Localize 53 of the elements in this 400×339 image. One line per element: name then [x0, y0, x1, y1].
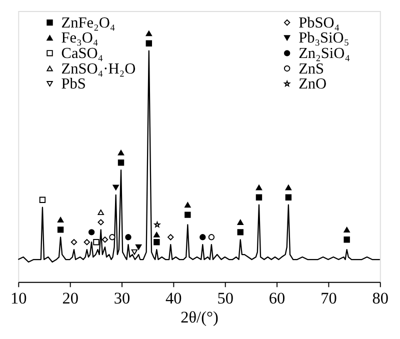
legend-label: ZnSO₄·H₂O	[61, 60, 136, 78]
x-tick-label: 80	[372, 289, 389, 308]
point	[112, 184, 119, 190]
x-tick-label: 20	[62, 289, 78, 308]
x-tick-label: 50	[217, 289, 234, 308]
legend-label: CaSO₄	[61, 44, 104, 62]
point	[344, 236, 350, 243]
legend-label: ZnS	[298, 60, 324, 78]
point	[146, 40, 152, 46]
legend-label: Zn₂SiO₄	[298, 44, 350, 62]
x-tick-label: 40	[166, 289, 182, 308]
legend-label: PbS	[61, 76, 86, 93]
point	[93, 239, 100, 246]
point	[154, 232, 160, 238]
point	[84, 239, 90, 246]
point	[208, 234, 215, 240]
point	[39, 196, 46, 203]
point	[118, 160, 124, 166]
point	[57, 226, 64, 233]
point	[285, 184, 292, 190]
point	[146, 30, 152, 36]
legend-label: PbSO₄	[298, 14, 340, 32]
x-axis-title: 2θ/(°)	[180, 308, 218, 327]
point	[256, 184, 262, 190]
point	[131, 249, 138, 255]
point	[285, 194, 292, 200]
point	[98, 210, 104, 216]
point	[125, 234, 132, 240]
legend-label: Fe₃O₄	[61, 30, 98, 47]
point	[168, 234, 174, 240]
point	[184, 202, 191, 208]
point	[109, 234, 116, 240]
point	[184, 212, 191, 218]
legend-label: Pb₃SiO₅	[298, 30, 350, 47]
point	[237, 229, 244, 236]
point	[135, 244, 142, 250]
legend-label: ZnO	[298, 76, 327, 93]
point	[118, 150, 124, 156]
x-tick-label: 60	[268, 289, 286, 308]
point	[88, 229, 95, 236]
x-tick-label: 10	[10, 289, 27, 308]
x-tick-label: 70	[320, 289, 337, 308]
legend-label: ZnFe₂O₄	[61, 14, 116, 32]
point	[200, 234, 206, 240]
point	[102, 236, 108, 243]
point	[256, 194, 262, 200]
point	[154, 239, 160, 246]
point	[98, 219, 104, 226]
point	[344, 226, 350, 232]
x-tick-label: 30	[114, 289, 130, 308]
point	[57, 217, 64, 223]
point	[70, 239, 78, 246]
point	[237, 219, 244, 225]
